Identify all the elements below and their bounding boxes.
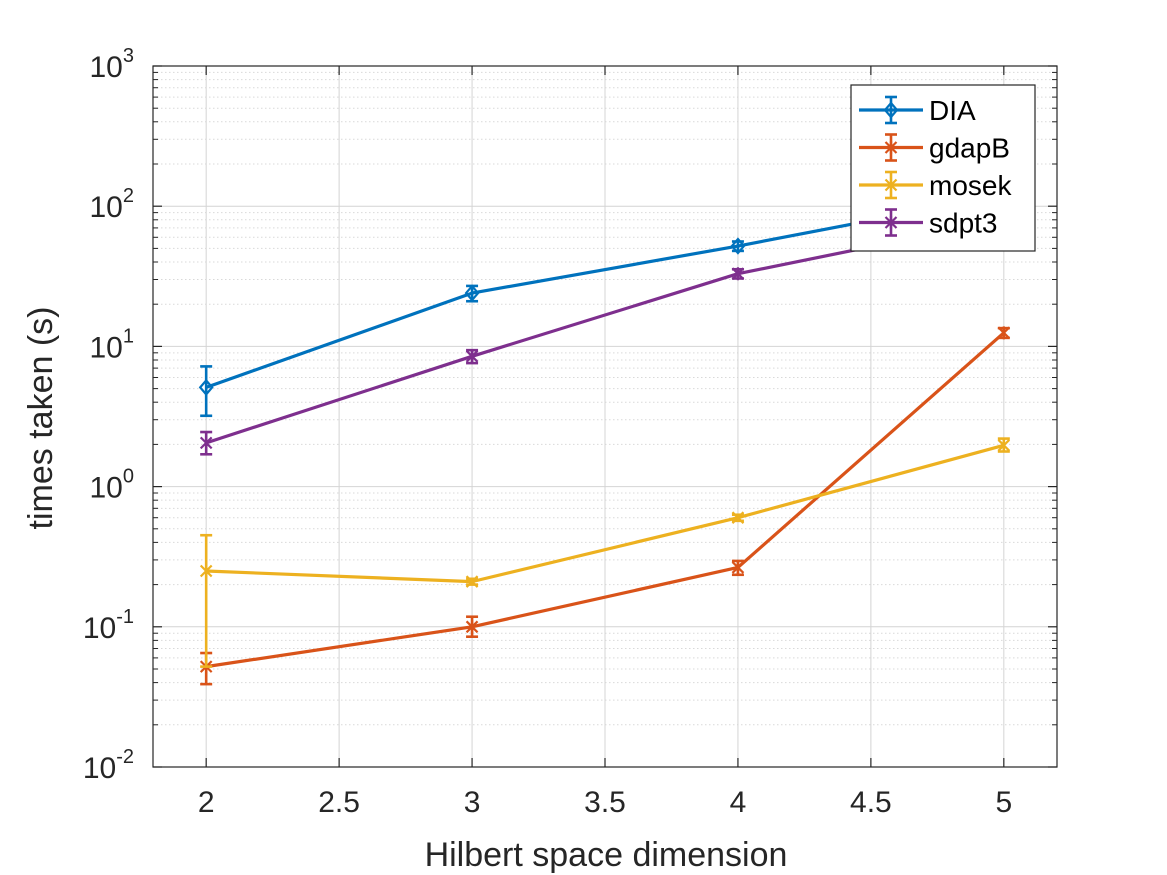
- data-marker: [883, 101, 899, 119]
- data-marker: [997, 326, 1011, 340]
- x-tick-label: 5: [995, 786, 1012, 819]
- data-marker: [464, 284, 480, 302]
- data-marker: [997, 439, 1011, 452]
- y-tick-label: 10-2: [83, 746, 134, 785]
- data-marker: [730, 237, 746, 255]
- tick-labels: 10-2 10-1 100 101 102 103 2 2.5 3 3.5 4 4.5 5: [83, 45, 1012, 819]
- y-tick-label: 103: [90, 45, 135, 84]
- legend-entry-sdpt3: sdpt3: [859, 208, 998, 239]
- y-tick-label: 100: [90, 466, 135, 505]
- series-gdapb: [199, 326, 1011, 686]
- x-tick-label: 2: [198, 786, 215, 819]
- data-marker: [731, 511, 745, 524]
- data-marker: [465, 349, 479, 363]
- legend-label: gdapB: [929, 133, 1010, 164]
- y-tick-label: 101: [90, 325, 135, 364]
- legend-label: DIA: [929, 95, 976, 126]
- legend-entry-gdapb: gdapB: [859, 133, 1010, 164]
- data-marker: [731, 267, 745, 281]
- data-marker: [199, 436, 213, 450]
- legend-label: sdpt3: [929, 208, 998, 239]
- x-tick-label: 4.5: [850, 786, 892, 819]
- y-tick-label: 102: [90, 185, 135, 224]
- data-marker: [884, 178, 898, 192]
- series-line: [206, 443, 1005, 584]
- legend-label: mosek: [929, 170, 1012, 201]
- ticks: [153, 65, 1057, 768]
- legend-entry-mosek: mosek: [859, 170, 1012, 201]
- series-mosek: [199, 437, 1011, 668]
- data-marker: [465, 575, 479, 588]
- data-marker: [731, 560, 745, 574]
- x-tick-label: 3: [464, 786, 481, 819]
- y-tick-label: 10-1: [83, 606, 134, 645]
- x-tick-label: 2.5: [318, 786, 360, 819]
- data-marker: [884, 216, 898, 229]
- x-axis-title: Hilbert space dimension: [425, 836, 788, 874]
- data-marker: [884, 141, 898, 154]
- y-axis-title: times taken (s): [22, 307, 60, 530]
- data-marker: [465, 620, 479, 634]
- legend-entry-dia: DIA: [859, 95, 976, 126]
- data-marker: [199, 564, 213, 578]
- x-tick-label: 4: [730, 786, 747, 819]
- x-tick-label: 3.5: [584, 786, 626, 819]
- data-marker: [198, 378, 214, 397]
- legend: DIA gdapB mosek sdpt3: [850, 84, 1036, 252]
- series-line: [205, 331, 1005, 669]
